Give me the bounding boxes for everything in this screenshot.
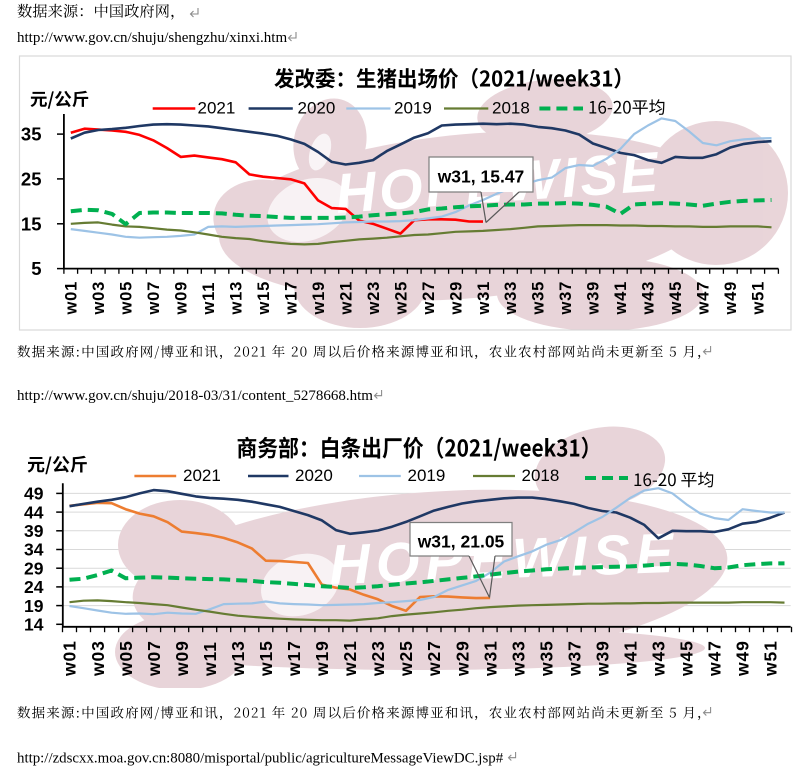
svg-text:w33: w33 xyxy=(508,640,528,677)
svg-text:w23: w23 xyxy=(368,640,388,677)
svg-text:w17: w17 xyxy=(284,640,304,677)
svg-text:w15: w15 xyxy=(255,281,273,316)
svg-text:w05: w05 xyxy=(116,640,136,677)
svg-text:w13: w13 xyxy=(228,281,246,316)
svg-text:w01: w01 xyxy=(63,281,81,316)
svg-text:w35: w35 xyxy=(530,281,548,316)
svg-text:w27: w27 xyxy=(420,281,438,316)
svg-text:w07: w07 xyxy=(144,640,164,677)
svg-text:w21: w21 xyxy=(337,281,355,316)
svg-text:w03: w03 xyxy=(88,640,108,677)
svg-text:w45: w45 xyxy=(667,281,685,316)
svg-text:2020: 2020 xyxy=(295,466,333,485)
svg-text:w27: w27 xyxy=(424,640,444,677)
svg-text:w29: w29 xyxy=(452,640,472,677)
svg-text:w31: w31 xyxy=(480,640,500,677)
svg-text:w37: w37 xyxy=(557,281,575,316)
svg-text:2019: 2019 xyxy=(394,99,432,118)
svg-text:w39: w39 xyxy=(585,281,603,316)
svg-text:w33: w33 xyxy=(502,281,520,316)
svg-text:2021: 2021 xyxy=(183,466,221,485)
svg-text:w41: w41 xyxy=(612,281,630,316)
svg-text:w41: w41 xyxy=(621,640,641,677)
svg-text:http://www.gov.cn/shuju/2018-0: http://www.gov.cn/shuju/2018-03/31/conte… xyxy=(17,388,373,404)
svg-text:w15: w15 xyxy=(256,640,276,677)
svg-text:2021: 2021 xyxy=(198,99,236,118)
svg-text:35: 35 xyxy=(21,124,42,145)
svg-text:w07: w07 xyxy=(145,281,163,316)
svg-text:w19: w19 xyxy=(310,281,328,316)
svg-text:39: 39 xyxy=(24,521,44,541)
svg-text:w43: w43 xyxy=(640,281,658,316)
svg-text:w19: w19 xyxy=(312,640,332,677)
svg-text:29: 29 xyxy=(24,558,44,578)
svg-text:w09: w09 xyxy=(173,281,191,316)
svg-text:w51: w51 xyxy=(750,281,768,316)
svg-text:24: 24 xyxy=(24,577,44,597)
svg-text:http://www.gov.cn/shuju/shengz: http://www.gov.cn/shuju/shengzhu/xinxi.h… xyxy=(17,30,287,46)
svg-text:25: 25 xyxy=(21,169,42,190)
svg-text:w25: w25 xyxy=(392,281,410,316)
svg-text:15: 15 xyxy=(21,213,42,234)
svg-text:w09: w09 xyxy=(172,640,192,677)
svg-text:w25: w25 xyxy=(396,640,416,677)
svg-text:14: 14 xyxy=(24,615,44,635)
svg-text:2018: 2018 xyxy=(492,99,530,118)
svg-text:w37: w37 xyxy=(564,640,584,677)
svg-text:w31, 15.47: w31, 15.47 xyxy=(437,167,525,187)
svg-text:w05: w05 xyxy=(118,281,136,316)
svg-text:w47: w47 xyxy=(705,640,725,677)
svg-text:http://zdscxx.moa.gov.cn:8080/: http://zdscxx.moa.gov.cn:8080/misportal/… xyxy=(17,751,504,767)
svg-text:w29: w29 xyxy=(447,281,465,316)
svg-text:w11: w11 xyxy=(200,282,218,316)
svg-text:5: 5 xyxy=(31,258,41,279)
svg-text:w49: w49 xyxy=(733,640,753,677)
svg-text:19: 19 xyxy=(24,596,44,616)
svg-text:44: 44 xyxy=(24,502,44,522)
svg-text:49: 49 xyxy=(24,484,44,504)
svg-text:w47: w47 xyxy=(695,281,713,316)
svg-text:34: 34 xyxy=(24,540,44,560)
svg-text:w21: w21 xyxy=(340,640,360,677)
svg-text:w49: w49 xyxy=(722,281,740,316)
svg-text:w51: w51 xyxy=(761,640,781,677)
svg-text:w45: w45 xyxy=(677,640,697,677)
svg-text:2018: 2018 xyxy=(522,466,560,485)
svg-text:w43: w43 xyxy=(649,640,669,677)
svg-text:2020: 2020 xyxy=(298,99,336,118)
svg-text:w11: w11 xyxy=(200,641,220,677)
svg-text:w31, 21.05: w31, 21.05 xyxy=(417,532,505,552)
svg-text:w31: w31 xyxy=(475,281,493,316)
svg-text:w23: w23 xyxy=(365,281,383,316)
svg-text:w13: w13 xyxy=(228,640,248,677)
svg-text:w01: w01 xyxy=(60,640,80,677)
svg-text:w03: w03 xyxy=(90,281,108,316)
svg-text:2019: 2019 xyxy=(408,466,446,485)
svg-text:w39: w39 xyxy=(593,640,613,677)
svg-text:w17: w17 xyxy=(282,281,300,316)
svg-text:w35: w35 xyxy=(536,640,556,677)
